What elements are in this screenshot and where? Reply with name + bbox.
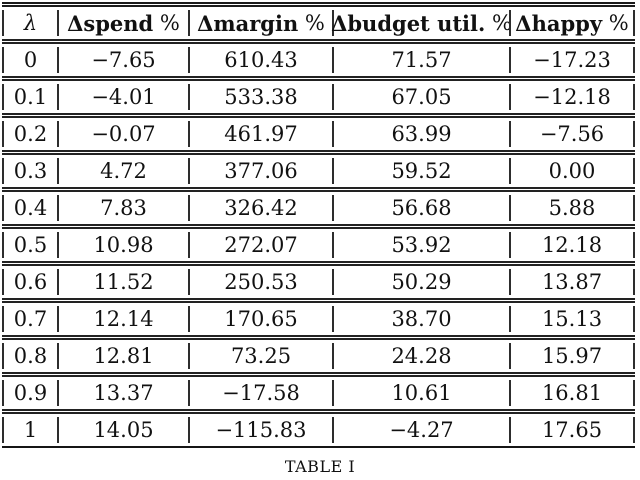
table-cell: 377.06 bbox=[188, 158, 332, 184]
table-row: 0.1 −4.01 533.38 67.05 −12.18 bbox=[2, 76, 635, 113]
table-cell: 0.1 bbox=[2, 84, 57, 110]
table-cell: 12.81 bbox=[57, 343, 188, 369]
table-row: 0 −7.65 610.43 71.57 −17.23 bbox=[2, 39, 635, 76]
table-cell: −4.27 bbox=[332, 417, 509, 443]
header-cell-budget-util: Δbudget util. % bbox=[331, 10, 512, 36]
table-caption: TABLE I bbox=[284, 457, 356, 476]
table-cell: −4.01 bbox=[57, 84, 188, 110]
table-cell: −7.65 bbox=[57, 47, 188, 73]
table-cell: 7.83 bbox=[57, 195, 188, 221]
table-cell: 12.14 bbox=[57, 306, 188, 332]
table-cell: 10.98 bbox=[57, 232, 188, 258]
table-cell: 38.70 bbox=[332, 306, 509, 332]
table-row: 0.5 10.98 272.07 53.92 12.18 bbox=[2, 224, 635, 261]
table-header-row: λ Δspend % Δmargin % Δbudget util. % Δha… bbox=[2, 7, 635, 39]
table-row: 0.8 12.81 73.25 24.28 15.97 bbox=[2, 335, 635, 372]
table-cell: 0.9 bbox=[2, 380, 57, 406]
table-cell: 12.18 bbox=[509, 232, 635, 258]
table-cell: 10.61 bbox=[332, 380, 509, 406]
table-cell: −12.18 bbox=[509, 84, 635, 110]
table-cell: 71.57 bbox=[332, 47, 509, 73]
table-cell: 0.8 bbox=[2, 343, 57, 369]
table-cell: 13.87 bbox=[509, 269, 635, 295]
table-row: 1 14.05 −115.83 −4.27 17.65 bbox=[2, 409, 635, 446]
table-cell: 533.38 bbox=[188, 84, 332, 110]
table-cell: 272.07 bbox=[188, 232, 332, 258]
table-cell: 63.99 bbox=[332, 121, 509, 147]
table-row: 0.7 12.14 170.65 38.70 15.13 bbox=[2, 298, 635, 335]
table-row: 0.4 7.83 326.42 56.68 5.88 bbox=[2, 187, 635, 224]
table-cell: 4.72 bbox=[57, 158, 188, 184]
header-label: λ bbox=[23, 10, 38, 35]
table-row: 0.9 13.37 −17.58 10.61 16.81 bbox=[2, 372, 635, 409]
table-cell: 56.68 bbox=[332, 195, 509, 221]
table-cell: 0.5 bbox=[2, 232, 57, 258]
table-cell: −115.83 bbox=[188, 417, 332, 443]
table-cell: 610.43 bbox=[188, 47, 332, 73]
table-cell: 16.81 bbox=[509, 380, 635, 406]
table-cell: 24.28 bbox=[332, 343, 509, 369]
results-table: λ Δspend % Δmargin % Δbudget util. % Δha… bbox=[2, 2, 635, 448]
header-label: Δmargin bbox=[197, 10, 299, 36]
table-cell: 0 bbox=[2, 47, 57, 73]
table-cell: 13.37 bbox=[57, 380, 188, 406]
table-cell: 0.4 bbox=[2, 195, 57, 221]
table-cell: 17.65 bbox=[509, 417, 635, 443]
table-row: 0.3 4.72 377.06 59.52 0.00 bbox=[2, 150, 635, 187]
table-cell: 50.29 bbox=[332, 269, 509, 295]
table-cell: −17.58 bbox=[188, 380, 332, 406]
table-cell: 15.97 bbox=[509, 343, 635, 369]
table-cell: 67.05 bbox=[332, 84, 509, 110]
table-cell: 1 bbox=[2, 417, 57, 443]
table-cell: −0.07 bbox=[57, 121, 188, 147]
header-label: Δspend bbox=[67, 10, 154, 36]
table-cell: 59.52 bbox=[332, 158, 509, 184]
table-cell: 0.7 bbox=[2, 306, 57, 332]
table-cell: 170.65 bbox=[188, 306, 332, 332]
table-row: 0.6 11.52 250.53 50.29 13.87 bbox=[2, 261, 635, 298]
header-label: Δbudget util. bbox=[331, 10, 486, 36]
header-cell-spend: Δspend % bbox=[57, 10, 188, 36]
table-cell: −17.23 bbox=[509, 47, 635, 73]
table-cell: 11.52 bbox=[57, 269, 188, 295]
table-cell: 14.05 bbox=[57, 417, 188, 443]
header-label: Δhappy bbox=[515, 10, 603, 36]
table-cell: 250.53 bbox=[188, 269, 332, 295]
table-cell: 53.92 bbox=[332, 232, 509, 258]
header-cell-happy: Δhappy % bbox=[509, 10, 635, 36]
table-cell: 0.2 bbox=[2, 121, 57, 147]
table-cell: 15.13 bbox=[509, 306, 635, 332]
table-cell: 461.97 bbox=[188, 121, 332, 147]
table-cell: 326.42 bbox=[188, 195, 332, 221]
table-cell: 0.6 bbox=[2, 269, 57, 295]
header-cell-margin: Δmargin % bbox=[188, 10, 332, 36]
table-cell: 73.25 bbox=[188, 343, 332, 369]
table-cell: 0.3 bbox=[2, 158, 57, 184]
table-cell: 5.88 bbox=[509, 195, 635, 221]
table-cell: −7.56 bbox=[509, 121, 635, 147]
table-row: 0.2 −0.07 461.97 63.99 −7.56 bbox=[2, 113, 635, 150]
table-cell: 0.00 bbox=[509, 158, 635, 184]
header-cell-lambda: λ bbox=[2, 10, 57, 36]
